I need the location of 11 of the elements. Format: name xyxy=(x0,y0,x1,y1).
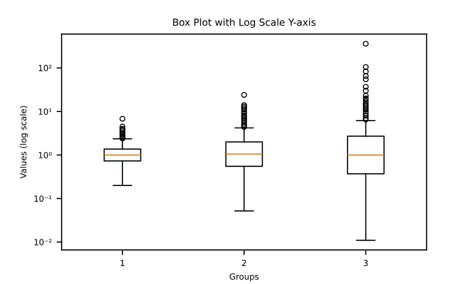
x-tick-label: 1 xyxy=(120,260,124,266)
y-axis-title: Values (log scale) xyxy=(20,106,28,179)
x-tick-label: 2 xyxy=(242,260,246,266)
y-tick-label: 10² xyxy=(38,64,52,72)
x-axis-title: Groups xyxy=(230,273,259,282)
chart-title: Box Plot with Log Scale Y-axis xyxy=(173,18,316,28)
x-tick-label: 3 xyxy=(364,260,368,266)
y-tick-label: 10¹ xyxy=(38,108,52,115)
y-tick-label: 10⁰ xyxy=(38,152,52,158)
y-tick-label: 10⁻² xyxy=(34,239,52,246)
y-tick-label: 10⁻¹ xyxy=(34,196,52,202)
